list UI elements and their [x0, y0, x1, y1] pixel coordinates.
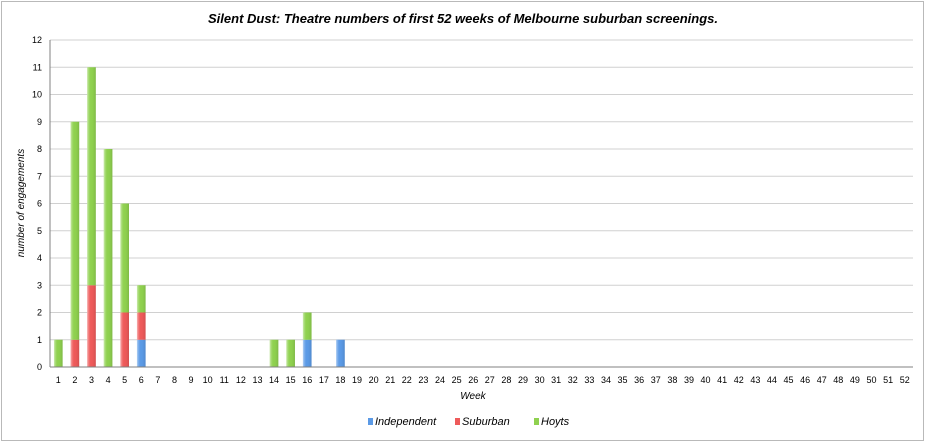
legend-swatch-suburban: [455, 418, 460, 425]
bar-shading: [336, 339, 345, 367]
y-tick-label: 4: [37, 253, 42, 263]
x-tick-label: 22: [402, 375, 412, 385]
bar-shading: [136, 285, 146, 313]
x-tick-label: 35: [618, 375, 628, 385]
x-tick-label: 25: [452, 375, 462, 385]
x-tick-label: 14: [269, 375, 279, 385]
x-tick-labels: 1 2 3 4 5 6 7 8 9 10 11 12 13 14 15 16 17 18 19 20 21 22 23 24 2…: [56, 375, 910, 385]
legend: Independent Suburban Hoyts: [368, 416, 570, 428]
x-tick-label: 45: [784, 375, 794, 385]
legend-label-hoyts: Hoyts: [541, 416, 570, 428]
x-tick-label: 18: [335, 375, 345, 385]
x-tick-label: 50: [867, 375, 877, 385]
x-tick-label: 47: [817, 375, 827, 385]
y-tick-label: 11: [33, 62, 42, 72]
x-tick-label: 12: [236, 375, 246, 385]
y-tick-label: 8: [37, 144, 42, 154]
x-tick-label: 36: [634, 375, 644, 385]
x-tick-label: 4: [106, 375, 111, 385]
x-tick-label: 34: [601, 375, 611, 385]
x-tick-label: 38: [667, 375, 677, 385]
x-tick-label: 16: [302, 375, 312, 385]
y-tick-label: 2: [37, 308, 42, 318]
y-tick-label: 9: [37, 117, 42, 127]
y-tick-label: 3: [37, 280, 42, 290]
x-tick-label: 33: [584, 375, 594, 385]
legend-swatch-independent: [368, 418, 373, 425]
x-tick-label: 43: [750, 375, 760, 385]
bars: [53, 67, 345, 367]
y-tick-label: 6: [37, 199, 42, 209]
x-tick-label: 49: [850, 375, 860, 385]
x-tick-label: 8: [172, 375, 177, 385]
bar-shading: [53, 339, 63, 367]
x-tick-label: 13: [252, 375, 262, 385]
x-tick-label: 42: [734, 375, 744, 385]
x-tick-label: 41: [717, 375, 727, 385]
bar-shading: [103, 149, 113, 367]
x-tick-label: 31: [551, 375, 561, 385]
x-tick-label: 24: [435, 375, 445, 385]
bar-shading: [136, 339, 146, 367]
x-tick-label: 44: [767, 375, 777, 385]
x-tick-label: 26: [468, 375, 478, 385]
x-tick-label: 10: [203, 375, 213, 385]
x-tick-label: 32: [568, 375, 578, 385]
x-tick-label: 51: [883, 375, 893, 385]
x-tick-label: 15: [286, 375, 296, 385]
x-tick-label: 1: [56, 375, 61, 385]
x-axis-title: Week: [460, 391, 486, 402]
x-tick-label: 19: [352, 375, 362, 385]
bar-shading: [302, 339, 312, 367]
bar-shading: [302, 312, 312, 340]
x-tick-label: 6: [139, 375, 144, 385]
bar-shading: [87, 67, 96, 286]
x-tick-label: 37: [651, 375, 661, 385]
bar-shading: [269, 339, 279, 367]
x-tick-label: 48: [833, 375, 843, 385]
y-tick-label: 0: [37, 362, 42, 372]
bar-shading: [136, 312, 146, 340]
bar-shading: [70, 121, 80, 340]
y-axis-title: number of engagements: [16, 149, 27, 257]
x-tick-label: 17: [319, 375, 329, 385]
x-tick-label: 40: [701, 375, 711, 385]
bar-shading: [120, 312, 129, 367]
x-tick-label: 30: [535, 375, 545, 385]
x-tick-label: 29: [518, 375, 528, 385]
x-tick-label: 5: [122, 375, 127, 385]
y-tick-label: 10: [32, 90, 42, 100]
legend-label-suburban: Suburban: [462, 416, 510, 428]
axes: [49, 40, 913, 368]
x-tick-label: 9: [189, 375, 194, 385]
x-tick-label: 11: [220, 375, 229, 385]
chart-title: Silent Dust: Theatre numbers of first 52…: [208, 11, 718, 26]
legend-label-independent: Independent: [375, 416, 437, 428]
legend-swatch-hoyts: [534, 418, 539, 425]
x-tick-label: 7: [155, 375, 160, 385]
x-tick-label: 27: [485, 375, 495, 385]
y-tick-label: 7: [37, 171, 42, 181]
y-tick-label: 1: [37, 335, 42, 345]
x-tick-label: 3: [89, 375, 94, 385]
y-tick-label: 12: [32, 35, 42, 45]
bar-shading: [70, 339, 80, 367]
x-tick-label: 23: [418, 375, 428, 385]
x-tick-label: 21: [385, 375, 395, 385]
bar-shading: [120, 203, 129, 313]
bar-shading: [286, 339, 295, 367]
y-tick-label: 5: [37, 226, 42, 236]
gridlines: [50, 39, 913, 368]
x-tick-label: 52: [900, 375, 910, 385]
x-tick-label: 2: [72, 375, 77, 385]
x-tick-label: 46: [800, 375, 810, 385]
x-tick-label: 39: [684, 375, 694, 385]
x-tick-label: 20: [369, 375, 379, 385]
x-tick-label: 28: [501, 375, 511, 385]
bar-shading: [87, 285, 96, 367]
